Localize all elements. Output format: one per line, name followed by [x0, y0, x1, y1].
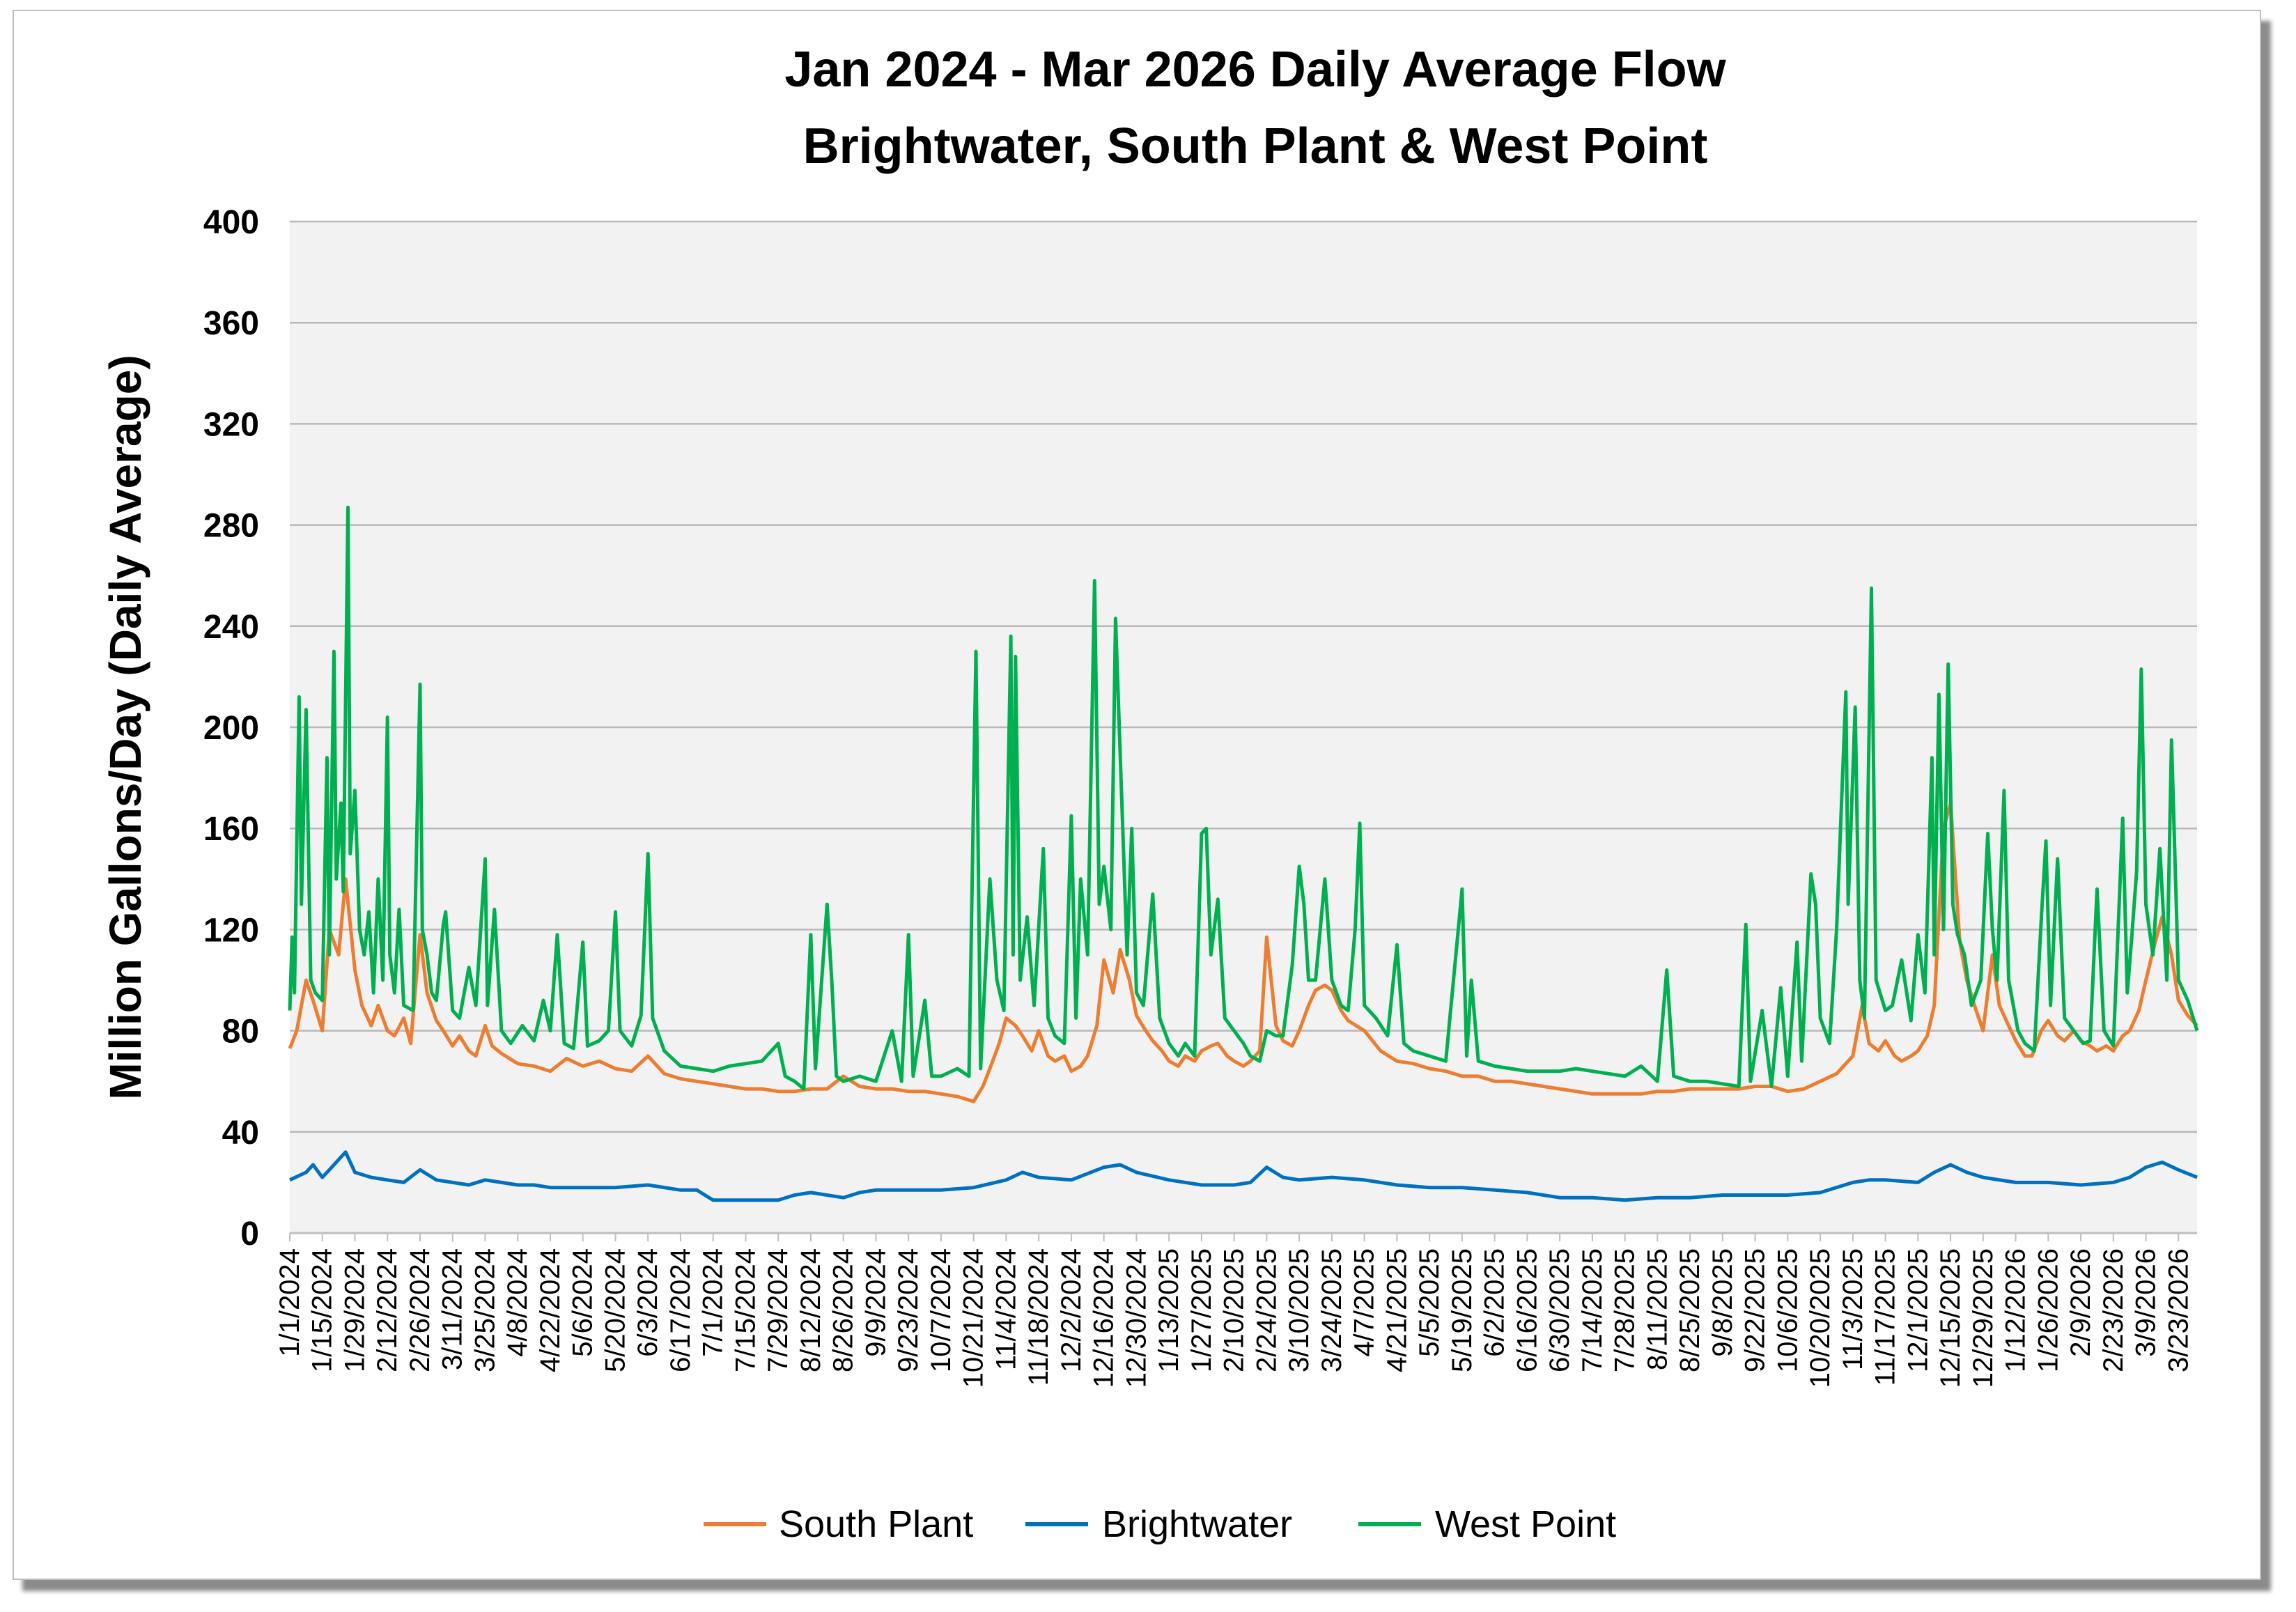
x-tick-label: 7/15/2024 [730, 1248, 761, 1372]
x-tick-label: 2/26/2024 [405, 1248, 435, 1372]
x-tick-label: 5/19/2025 [1447, 1248, 1477, 1372]
x-tick-label: 8/25/2025 [1675, 1248, 1705, 1372]
x-tick-label: 6/16/2025 [1512, 1248, 1542, 1372]
x-tick-label: 3/23/2026 [2163, 1248, 2194, 1372]
legend-item: West Point [1358, 1503, 1616, 1545]
y-tick-label: 280 [203, 508, 259, 545]
x-tick-label: 11/18/2024 [1023, 1248, 1054, 1386]
x-tick-label: 1/27/2025 [1186, 1248, 1217, 1372]
x-tick-label: 11/3/2025 [1838, 1248, 1868, 1370]
x-tick-label: 1/1/2024 [274, 1248, 305, 1357]
x-tick-label: 8/11/2025 [1642, 1248, 1673, 1370]
x-tick-label: 1/29/2024 [340, 1248, 371, 1372]
x-tick-label: 12/29/2025 [1968, 1248, 1999, 1388]
x-tick-label: 12/1/2025 [1902, 1248, 1933, 1372]
x-tick-label: 2/23/2026 [2098, 1248, 2129, 1372]
x-tick-label: 8/26/2024 [828, 1248, 859, 1372]
x-tick-label: 12/2/2024 [1056, 1248, 1087, 1372]
x-tick-label: 12/16/2024 [1089, 1248, 1119, 1388]
x-tick-label: 9/8/2025 [1707, 1248, 1738, 1357]
y-tick-label: 240 [203, 609, 259, 646]
x-tick-label: 3/25/2024 [470, 1248, 501, 1372]
x-tick-label: 1/26/2026 [2033, 1248, 2063, 1372]
x-tick-label: 1/15/2024 [307, 1248, 338, 1372]
x-tick-label: 4/8/2024 [502, 1248, 533, 1357]
y-tick-label: 0 [240, 1216, 259, 1253]
x-tick-label: 2/12/2024 [372, 1248, 403, 1372]
legend-item: Brightwater [1025, 1503, 1292, 1545]
series-layer [288, 505, 2199, 1202]
y-tick-label: 200 [203, 710, 259, 747]
x-tick-label: 5/6/2024 [568, 1248, 598, 1357]
y-axis-label: Million Gallons/Day (Daily Average) [100, 355, 150, 1099]
x-tick-label: 5/20/2024 [600, 1248, 631, 1372]
x-tick-label: 11/17/2025 [1870, 1248, 1901, 1386]
y-tick-label: 160 [203, 811, 259, 848]
x-tick-label: 3/11/2024 [437, 1248, 468, 1370]
legend-label: Brightwater [1102, 1503, 1292, 1545]
x-tick-label: 12/30/2024 [1121, 1248, 1151, 1388]
x-tick-label: 10/21/2024 [959, 1248, 989, 1388]
y-tick-label: 80 [222, 1014, 259, 1051]
x-tick-label: 9/23/2024 [893, 1248, 924, 1372]
chart-subtitle: Brightwater, South Plant & West Point [803, 118, 1708, 174]
x-tick-label: 9/22/2025 [1740, 1248, 1771, 1372]
x-tick-label: 4/21/2025 [1381, 1248, 1412, 1372]
legend-label: South Plant [779, 1503, 973, 1545]
x-tick-label: 10/6/2025 [1772, 1248, 1803, 1372]
x-tick-label: 8/12/2024 [796, 1248, 826, 1372]
y-axis-ticks: 0 40 80 120 160 200 240 280 320 360 400 [203, 204, 259, 1253]
y-tick-label: 320 [203, 406, 259, 443]
y-tick-label: 400 [203, 204, 259, 241]
chart: Jan 2024 - Mar 2026 Daily Average Flow B… [100, 42, 2199, 1545]
x-tick-label: 1/12/2026 [2001, 1248, 2031, 1372]
x-tick-label: 6/2/2025 [1480, 1248, 1510, 1357]
x-tick-label: 6/3/2024 [633, 1248, 663, 1357]
legend-label: West Point [1435, 1503, 1616, 1545]
x-axis-ticks: 1/1/2024 1/15/2024 1/29/2024 2/12/2024 2/26/… [274, 1233, 2194, 1388]
x-tick-label: 10/7/2024 [926, 1248, 956, 1372]
legend-item: South Plant [704, 1503, 973, 1545]
x-tick-label: 7/1/2024 [698, 1248, 729, 1357]
y-tick-label: 360 [203, 305, 259, 342]
y-tick-label: 40 [222, 1115, 259, 1152]
chart-card: Jan 2024 - Mar 2026 Daily Average Flow B… [13, 10, 2261, 1580]
series-line-brightwater [288, 1150, 2198, 1202]
chart-title: Jan 2024 - Mar 2026 Daily Average Flow [784, 42, 1726, 98]
x-tick-label: 4/22/2024 [535, 1248, 566, 1372]
x-tick-label: 4/7/2025 [1349, 1248, 1380, 1357]
x-tick-label: 2/10/2025 [1219, 1248, 1250, 1372]
x-tick-label: 7/28/2025 [1610, 1248, 1640, 1372]
x-tick-label: 3/24/2025 [1317, 1248, 1347, 1372]
x-tick-label: 2/9/2026 [2065, 1248, 2096, 1357]
gridlines [290, 220, 2197, 1133]
x-tick-label: 3/10/2025 [1284, 1248, 1314, 1372]
x-tick-label: 3/9/2026 [2131, 1248, 2162, 1357]
x-tick-label: 12/15/2025 [1935, 1248, 1966, 1388]
x-tick-label: 1/13/2025 [1154, 1248, 1184, 1372]
series-line-west-point [288, 505, 2199, 1091]
x-tick-label: 6/30/2025 [1544, 1248, 1575, 1372]
y-tick-label: 120 [203, 912, 259, 949]
x-tick-label: 2/24/2025 [1251, 1248, 1282, 1372]
x-tick-label: 6/17/2024 [665, 1248, 696, 1372]
x-tick-label: 5/5/2025 [1414, 1248, 1445, 1357]
legend: South Plant Brightwater West Point [704, 1503, 1616, 1545]
x-tick-label: 10/20/2025 [1805, 1248, 1836, 1388]
x-tick-label: 11/4/2024 [991, 1248, 1021, 1370]
x-tick-label: 9/9/2024 [860, 1248, 891, 1357]
x-tick-label: 7/29/2024 [763, 1248, 793, 1372]
x-tick-label: 7/14/2025 [1577, 1248, 1608, 1372]
